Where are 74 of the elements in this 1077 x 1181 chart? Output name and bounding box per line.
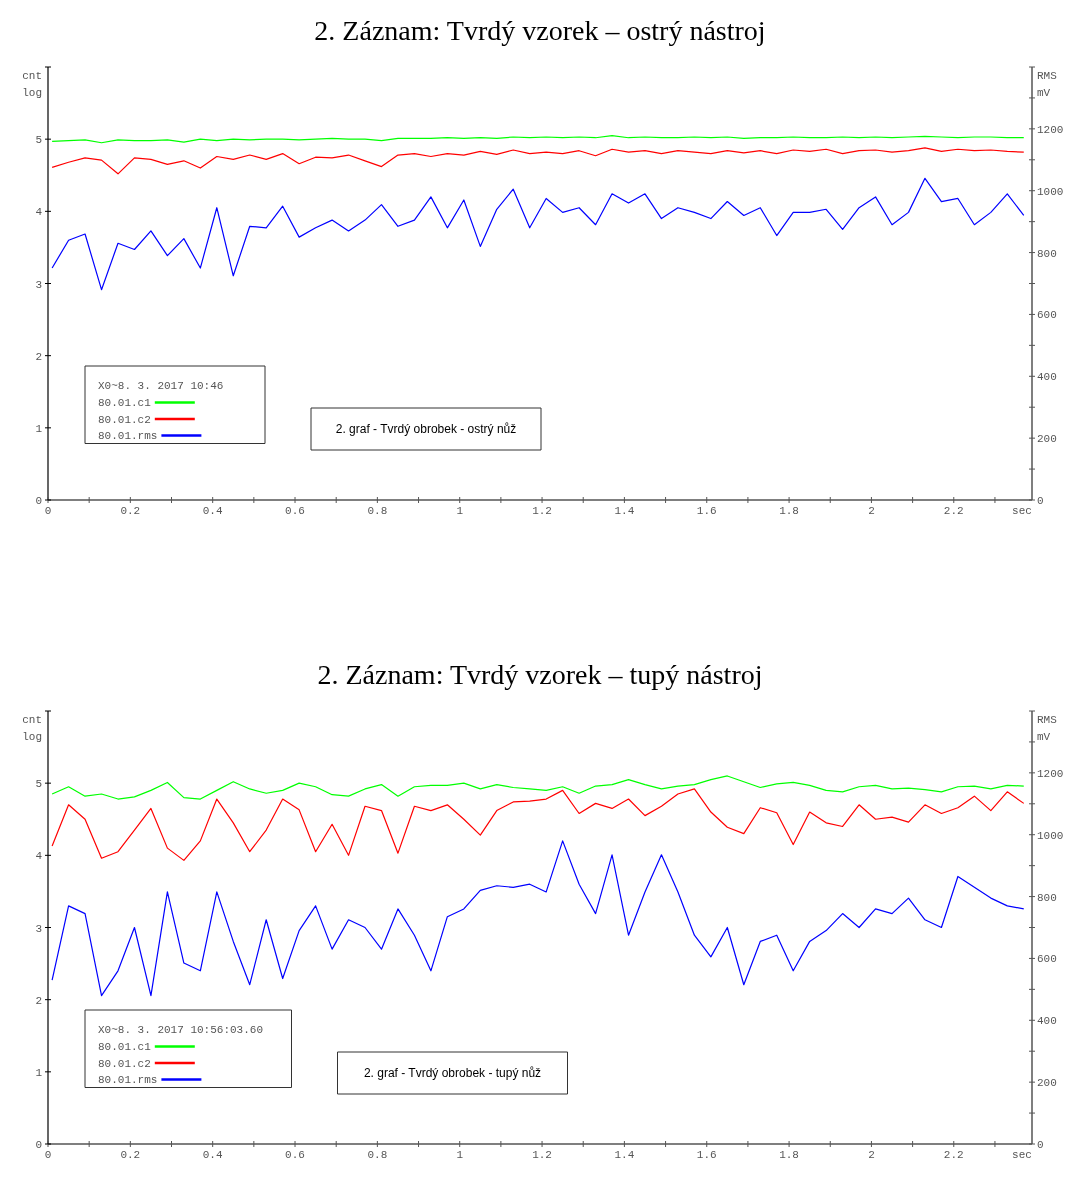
x-tick-label: 0.6 — [285, 505, 305, 517]
y2-tick-label: 400 — [1037, 1015, 1057, 1028]
x-tick-label: 1.4 — [614, 1149, 635, 1161]
y-axis-title: cnt log — [22, 70, 42, 99]
x-tick-label: 0 — [44, 1149, 52, 1161]
legend-title: X0~8. 3. 2017 10:56:03.60 — [98, 1024, 264, 1036]
x-tick-label: 1.8 — [779, 1149, 799, 1161]
y2-axis-title: RMS mV — [1037, 70, 1058, 99]
x-tick-label: 0.4 — [202, 505, 223, 517]
x-tick-label: 2 — [868, 505, 875, 517]
x-tick-label: 1.8 — [779, 505, 799, 517]
y2-tick-label: 600 — [1037, 953, 1057, 966]
x-tick-label: 1.2 — [532, 1149, 552, 1161]
x-tick-label: 1 — [456, 505, 464, 517]
y-tick-label: 1 — [35, 1066, 43, 1079]
y2-axis-title: RMS mV — [1037, 714, 1058, 743]
y-tick-label: 4 — [35, 850, 43, 863]
y2-tick-label: 0 — [1037, 495, 1044, 507]
chart-title: 2. Záznam: Tvrdý vzorek – tupý nástroj — [317, 659, 763, 690]
y-tick-label: 5 — [35, 778, 42, 791]
x-tick-label: 2.2 — [943, 505, 964, 517]
line-series — [51, 840, 1025, 997]
legend-label: 80.01.rms — [98, 430, 158, 442]
y2-tick-label: 600 — [1037, 309, 1057, 322]
x-tick-label: 1.6 — [696, 1149, 717, 1161]
legend-label: 80.01.c2 — [98, 413, 151, 426]
y2-tick-label: 800 — [1037, 247, 1057, 260]
legend-title: X0~8. 3. 2017 10:46 — [98, 380, 224, 392]
line-series — [51, 147, 1025, 175]
x-tick-label: 0.2 — [120, 505, 141, 517]
y-tick-label: 5 — [35, 134, 42, 147]
legend-label: 80.01.c1 — [98, 397, 152, 409]
x-axis-title: sec — [1012, 1149, 1032, 1161]
legend-label: 80.01.c2 — [98, 1057, 151, 1070]
legend-label: 80.01.c1 — [98, 1041, 152, 1053]
y-tick-label: 3 — [35, 278, 42, 291]
legend-label: 80.01.rms — [98, 1074, 158, 1086]
line-series — [51, 788, 1025, 861]
x-tick-label: 1.6 — [696, 505, 717, 517]
x-tick-label: 0.8 — [367, 505, 388, 517]
y2-tick-label: 1000 — [1037, 829, 1064, 842]
x-axis-title: sec — [1012, 505, 1032, 517]
x-tick-label: 2 — [868, 1149, 875, 1161]
y2-tick-label: 800 — [1037, 891, 1057, 904]
x-tick-label: 2.2 — [943, 1149, 964, 1161]
line-series — [51, 177, 1025, 291]
line-series — [51, 775, 1025, 800]
y-tick-label: 0 — [35, 1139, 42, 1151]
y2-tick-label: 400 — [1037, 371, 1057, 384]
x-tick-label: 0 — [44, 505, 52, 517]
x-tick-label: 0.2 — [120, 1149, 141, 1161]
y-axis-title: cnt log — [22, 714, 42, 743]
y-tick-label: 2 — [35, 994, 42, 1007]
line-series — [51, 134, 1025, 144]
x-tick-label: 1.2 — [532, 505, 552, 517]
y2-tick-label: 200 — [1037, 1077, 1057, 1090]
annotation: 2. graf - Tvrdý obrobek - ostrý nůž — [335, 422, 517, 436]
y2-tick-label: 0 — [1037, 1139, 1044, 1151]
y2-tick-label: 1200 — [1037, 123, 1064, 136]
y-tick-label: 4 — [35, 206, 43, 219]
y-tick-label: 0 — [35, 495, 42, 507]
x-tick-label: 0.6 — [285, 1149, 305, 1161]
y2-tick-label: 1200 — [1037, 767, 1064, 780]
y-tick-label: 3 — [35, 922, 42, 935]
y2-tick-label: 200 — [1037, 433, 1057, 446]
y2-tick-label: 1000 — [1037, 185, 1064, 198]
y-tick-label: 1 — [35, 422, 43, 435]
x-tick-label: 1 — [456, 1149, 464, 1161]
y-tick-label: 2 — [35, 350, 42, 363]
x-tick-label: 0.4 — [202, 1149, 223, 1161]
x-tick-label: 1.4 — [614, 505, 635, 517]
chart-title: 2. Záznam: Tvrdý vzorek – ostrý nástroj — [314, 15, 766, 46]
x-tick-label: 0.8 — [367, 1149, 388, 1161]
annotation: 2. graf - Tvrdý obrobek - tupý nůž — [363, 1066, 542, 1080]
